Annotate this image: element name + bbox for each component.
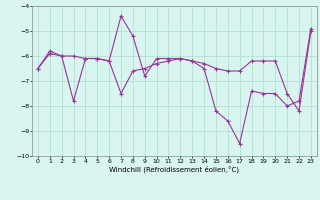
X-axis label: Windchill (Refroidissement éolien,°C): Windchill (Refroidissement éolien,°C) (109, 165, 239, 173)
